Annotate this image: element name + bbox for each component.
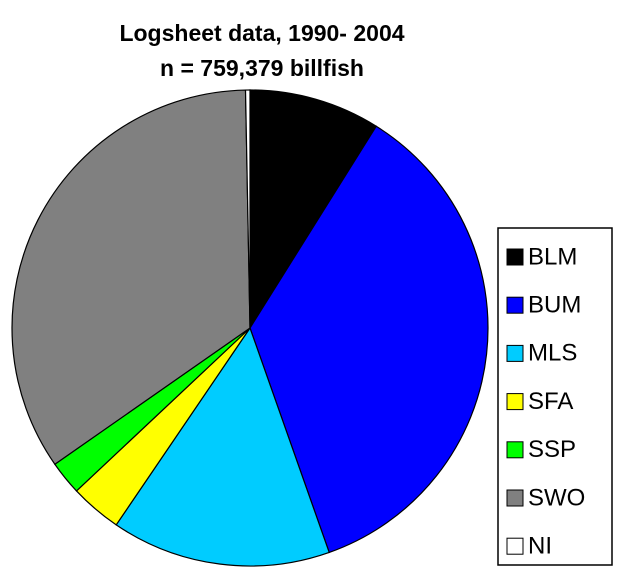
legend-label: SFA [528,388,573,415]
legend-label: MLS [528,340,577,367]
legend-swatch [506,537,524,555]
pie-slice [115,326,330,567]
legend-swatch [506,296,524,314]
legend-swatch [506,489,524,507]
chart-title: Logsheet data, 1990- 2004 [119,20,404,46]
pie-slice [11,89,251,466]
chart-subtitle: n = 759,379 billfish [160,55,364,81]
pie-slice [249,89,378,331]
legend-swatch [506,441,524,459]
legend-label: SSP [528,436,576,463]
pie-slice [249,125,489,554]
legend-label: NI [528,533,552,560]
pie-slice [244,89,251,329]
legend-swatch [506,344,524,362]
legend-swatch [506,248,524,266]
legend-label: BUM [528,292,581,319]
legend-label: BLM [528,243,577,270]
legend-label: SWO [528,484,585,511]
legend-swatch [506,393,524,411]
